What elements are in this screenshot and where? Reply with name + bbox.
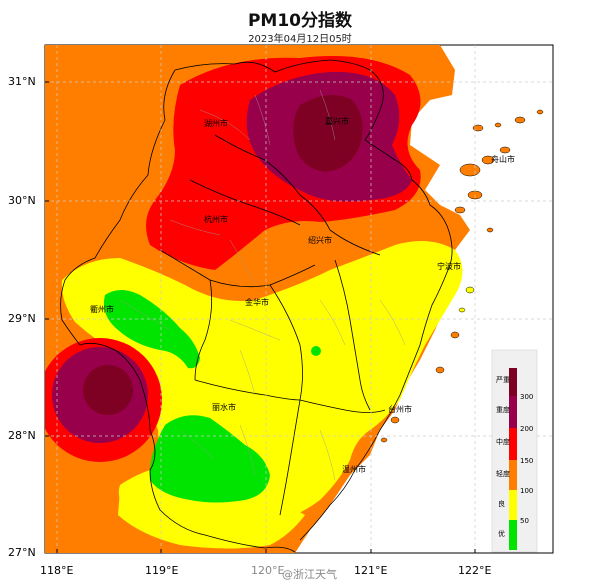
legend-swatch-serious: [509, 368, 517, 396]
city-label-wenzhou: 温州市: [342, 464, 366, 474]
legend-grade-serious: 严重: [496, 376, 510, 384]
zone-serious-west: [83, 365, 133, 415]
legend-swatch-good: [509, 490, 517, 520]
legend-value-100: 100: [520, 487, 533, 495]
legend-grade-light: 轻度: [496, 469, 510, 478]
city-label-huzhou: 湖州市: [204, 118, 228, 128]
legend-grade-moderate: 中度: [496, 437, 510, 446]
legend-swatch-moderate: [509, 428, 517, 460]
legend-value-300: 300: [520, 393, 533, 401]
islands-yellow: [458, 286, 475, 313]
weibo-watermark: @浙江天气: [282, 568, 337, 581]
lat-tick-31: 31°N: [8, 75, 36, 88]
city-label-taizhou: 台州市: [388, 404, 412, 414]
county-boundaries: [119, 89, 406, 481]
zone-serious-north: [293, 95, 363, 172]
city-label-shaoxing: 绍兴市: [308, 235, 332, 245]
legend-value-50: 50: [520, 517, 529, 525]
boundaries: [60, 59, 453, 553]
city-label-jiaxing: 嘉兴市: [325, 116, 349, 126]
legend-grade-excellent: 优: [498, 529, 505, 538]
legend-value-200: 200: [520, 425, 533, 433]
zone-excellent-dot: [311, 346, 321, 356]
legend-grade-heavy: 重度: [496, 405, 510, 414]
lat-tick-30: 30°N: [8, 194, 36, 207]
lat-tick-27: 27°N: [8, 546, 36, 559]
zone-red-huzhou: [178, 83, 240, 145]
lon-tick-119: 119°E: [145, 564, 179, 577]
map-subtitle: 2023年04月12日05时: [248, 34, 352, 45]
lat-tick-29: 29°N: [8, 312, 36, 325]
city-label-hangzhou: 杭州市: [204, 214, 228, 224]
legend-value-150: 150: [520, 457, 533, 465]
city-label-ningbo: 宁波市: [437, 261, 461, 271]
lon-tick-120: 120°E: [251, 564, 285, 577]
zone-good-south: [118, 490, 305, 549]
graticule: [45, 45, 553, 553]
legend-swatch-light: [509, 460, 517, 490]
city-label-jinhua: 金华市: [245, 297, 269, 307]
legend-swatch-heavy: [509, 396, 517, 428]
lon-tick-118: 118°E: [40, 564, 74, 577]
lat-tick-28: 28°N: [8, 429, 36, 442]
map-title: PM10分指数: [247, 11, 353, 31]
city-label-quzhou: 衢州市: [90, 304, 114, 314]
lon-tick-122: 122°E: [458, 564, 492, 577]
tick-marks: [45, 81, 476, 553]
zone-excellent-quzhou: [103, 290, 200, 369]
city-label-zhoushan: 舟山市: [491, 154, 515, 164]
legend: 严重 重度 中度 轻度 良 优 300 200 150 100 50: [491, 349, 538, 553]
legend-swatch-excellent: [509, 520, 517, 550]
zone-excellent-lishui: [149, 415, 270, 503]
lon-tick-121: 121°E: [354, 564, 388, 577]
legend-grade-good: 良: [498, 499, 505, 508]
city-label-lishui: 丽水市: [212, 402, 236, 412]
